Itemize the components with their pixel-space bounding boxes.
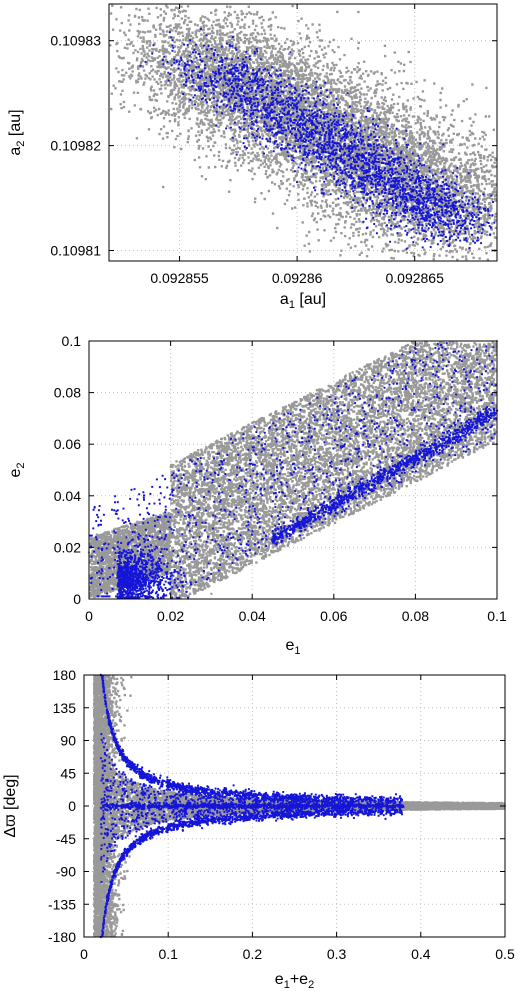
plot-frame (88, 340, 498, 600)
y-tick-label: -90 (56, 864, 76, 880)
series-markers (99, 673, 380, 939)
y-tick-label: 0 (68, 798, 76, 814)
y-tick-label: 135 (53, 700, 77, 716)
x-tick-label: 0.1 (487, 608, 507, 624)
y-tick-label: -45 (56, 831, 76, 847)
y-tick-label: -135 (48, 896, 76, 912)
data-point (437, 228, 440, 231)
data-point (167, 786, 170, 790)
data-point (295, 123, 299, 126)
x-tick-label: 0.09286 (272, 270, 323, 286)
x-tick-label: 0.4 (411, 946, 431, 962)
data-point (377, 802, 380, 806)
y-tick-label: 0.10982 (50, 138, 101, 154)
y-axis-label: Δϖ [deg] (2, 774, 19, 837)
data-point (99, 804, 103, 808)
data-point (178, 39, 181, 42)
data-point (124, 761, 128, 764)
x-axis-label: e1 (285, 637, 300, 657)
y-tick-label: 0.10983 (50, 33, 101, 49)
gray-points (88, 340, 498, 600)
data-point (167, 790, 170, 793)
y-tick-label: 0.04 (54, 488, 81, 504)
data-point (413, 207, 416, 210)
data-point (210, 592, 213, 596)
x-tick-label: 0.1 (158, 946, 178, 962)
series-markers (87, 339, 499, 596)
data-point (124, 848, 128, 851)
y-tick-label: 90 (60, 733, 76, 749)
x-tick-label: 0.5 (495, 946, 515, 962)
x-axis-label: a1 [au] (280, 291, 326, 311)
x-tick-label: 0.04 (239, 608, 266, 624)
blue-points (139, 28, 496, 250)
data-point (201, 123, 205, 126)
x-tick-label: 0.092855 (150, 270, 209, 286)
data-point (460, 217, 463, 221)
y-tick-label: 0.02 (54, 539, 81, 555)
series-markers (178, 60, 440, 231)
data-point (342, 196, 346, 200)
x-tick-label: 0.06 (320, 608, 347, 624)
data-point (291, 520, 295, 523)
panel-2: 0 0.02 0.04 0.06 0.08 0.1 0 0.02 0.04 0.06 0.08 0.1… (7, 333, 507, 657)
ticks: 0 0.02 0.04 0.06 0.08 0.1 0 0.02 0.04 0.06 0.08 0.1 (54, 333, 507, 624)
y-axis-label: e2 (7, 462, 27, 477)
x-tick-label: 0 (85, 608, 93, 624)
ticks: 0.092855 0.09286 0.092865 0.10981 0.10982 0.1… (50, 4, 497, 286)
ticks: 0 0.1 0.2 0.3 0.4 0.5 -180 -135 -90 -45 0 45 90 135 18… (48, 667, 515, 962)
panel-1: 0.092855 0.09286 0.092865 0.10981 0.10982 0.1… (7, 3, 498, 311)
data-point (414, 365, 417, 368)
y-axis-label: a2 [au] (7, 109, 27, 155)
panel-3: 0 0.1 0.2 0.3 0.4 0.5 -180 -135 -90 -45 0 45 90 135 18… (2, 667, 515, 991)
x-tick-label: 0.3 (327, 946, 347, 962)
data-point (295, 81, 299, 84)
x-axis-label: e1+e2 (275, 971, 314, 991)
x-tick-label: 0.02 (157, 608, 184, 624)
y-tick-label: 45 (60, 765, 76, 781)
blue-points (99, 675, 405, 937)
x-tick-label: 0.08 (402, 608, 429, 624)
data-point (251, 796, 254, 799)
y-tick-label: 180 (53, 667, 77, 683)
y-tick-label: 0.1 (62, 333, 82, 349)
gray-points (109, 4, 498, 261)
data-point (178, 60, 181, 63)
y-tick-label: 0.06 (54, 436, 81, 452)
y-tick-label: 0 (73, 591, 81, 607)
y-tick-label: -180 (48, 929, 76, 945)
data-point (332, 417, 335, 420)
data-point (419, 803, 422, 806)
x-tick-label: 0.092865 (385, 270, 444, 286)
y-tick-label: 0.08 (54, 385, 81, 401)
data-point (108, 566, 111, 570)
y-tick-label: 0.10981 (50, 243, 101, 259)
x-tick-label: 0 (80, 946, 88, 962)
data-point (169, 520, 172, 523)
series-markers (178, 39, 463, 221)
series-markers (108, 365, 499, 570)
plot-frame (108, 3, 498, 262)
x-tick-label: 0.2 (243, 946, 263, 962)
data-point (335, 801, 338, 804)
